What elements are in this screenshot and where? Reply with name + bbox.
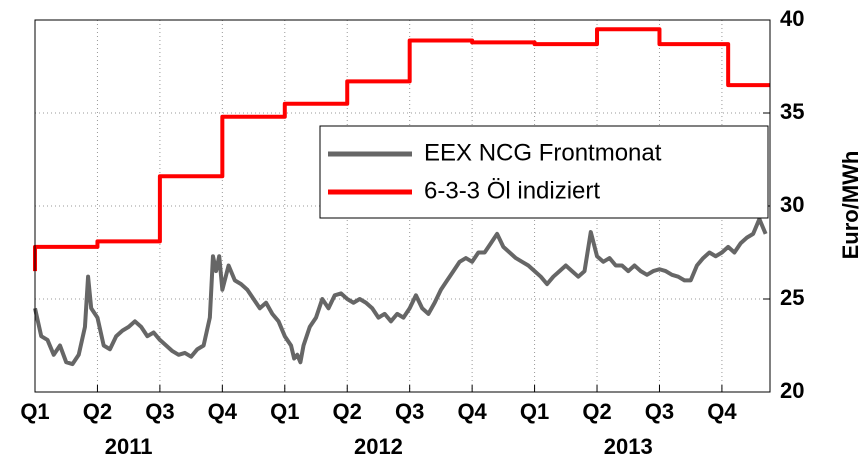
y-tick-label: 40 [780,6,804,31]
year-label: 2013 [604,434,653,459]
year-label: 2011 [105,434,153,459]
series-line [33,217,768,367]
x-tick-label: Q3 [145,399,174,424]
x-tick-label: Q4 [208,399,238,424]
x-tick-label: Q4 [707,399,737,424]
x-tick-label: Q3 [395,399,424,424]
y-tick-label: 25 [780,285,804,310]
x-tick-label: Q3 [645,399,674,424]
x-tick-label: Q2 [333,399,362,424]
y-tick-label: 30 [780,192,804,217]
x-tick-label: Q1 [520,399,549,424]
legend-box [319,125,769,219]
x-tick-label: Q2 [582,399,611,424]
year-label: 2012 [354,434,403,459]
legend-label: EEX NCG Frontmonat [424,139,662,166]
x-tick-label: Q1 [20,399,49,424]
series-line [33,27,770,272]
legend-label: 6-3-3 Öl indiziert [424,177,600,204]
x-tick-label: Q2 [83,399,112,424]
y-tick-label: 20 [780,378,804,403]
y-axis-label: Euro/MWh [838,151,863,260]
x-tick-label: Q1 [270,399,299,424]
x-tick-label: Q4 [457,399,487,424]
y-tick-label: 35 [780,99,804,124]
plot-frame [34,19,771,393]
